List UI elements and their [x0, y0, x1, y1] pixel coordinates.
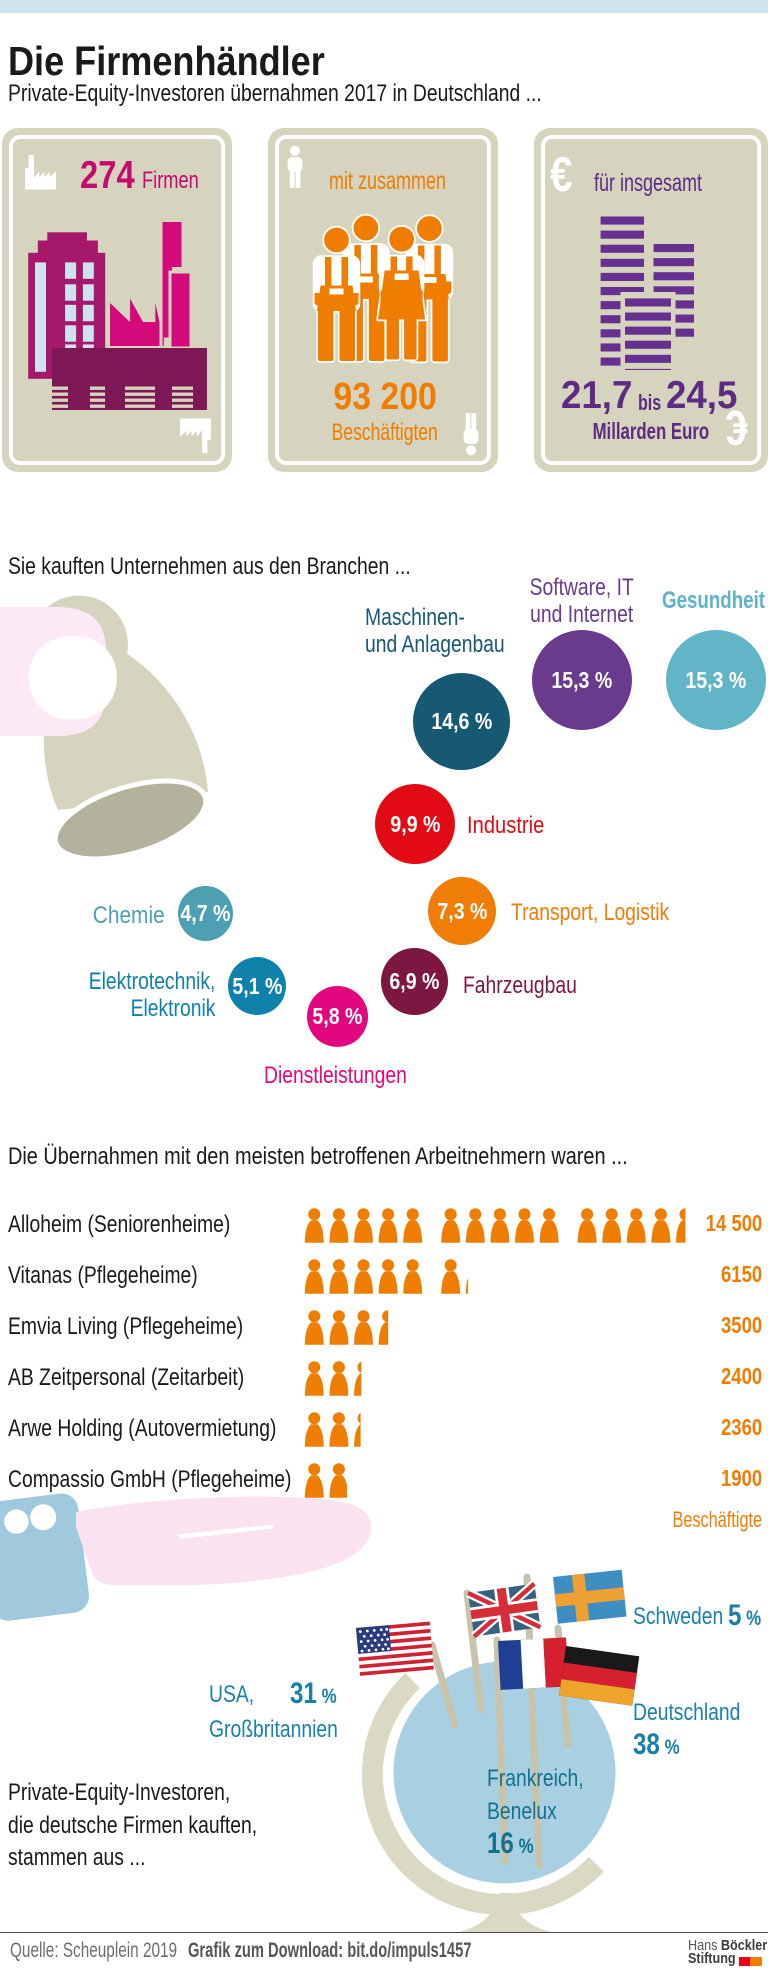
svg-text:€: €	[550, 147, 572, 202]
svg-text:€: €	[726, 400, 748, 455]
